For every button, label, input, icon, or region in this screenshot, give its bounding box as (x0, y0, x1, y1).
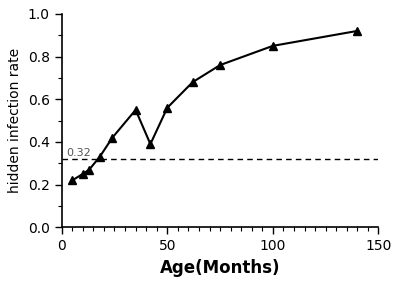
X-axis label: Age(Months): Age(Months) (160, 259, 280, 277)
Y-axis label: hidden infection rate: hidden infection rate (8, 48, 22, 193)
Text: 0.32: 0.32 (66, 148, 91, 158)
